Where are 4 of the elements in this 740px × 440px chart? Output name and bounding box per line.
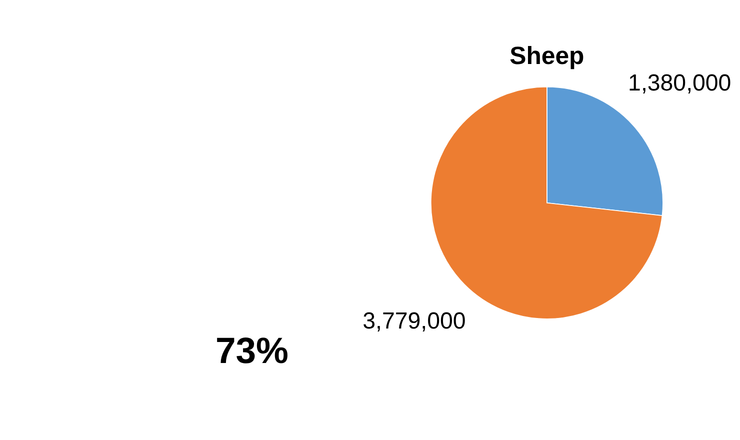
text: 73% xyxy=(215,330,288,371)
data-label: 1,380,000 xyxy=(628,70,732,96)
data-label: 3,779,000 xyxy=(362,307,466,334)
chart-title: Sheep xyxy=(510,42,584,70)
